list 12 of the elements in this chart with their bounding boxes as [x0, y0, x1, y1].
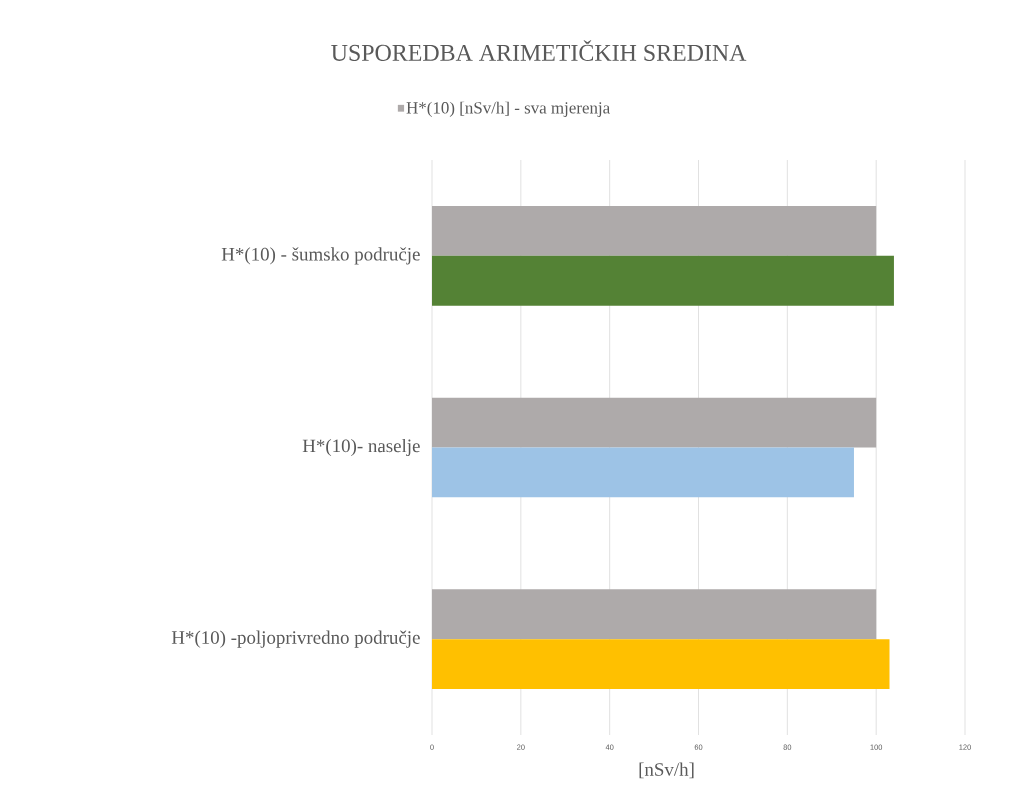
y-tick-label: H*(10)- naselje	[302, 438, 420, 457]
bar	[432, 397, 877, 448]
x-axis-title: [nSv/h]	[639, 762, 694, 779]
bar	[432, 255, 894, 306]
bar	[432, 206, 877, 256]
y-tick-label: H*(10) - šumsko područje	[221, 247, 420, 265]
chart-title: USPOREDBA ARIMETIČKIH SREDINA	[331, 40, 747, 61]
legend-label: H*(10) [nSv/h] - sva mjerenja	[406, 101, 610, 117]
bar	[432, 639, 890, 690]
y-tick-label: H*(10) -poljoprivredno područje	[171, 630, 420, 648]
bar	[432, 447, 854, 498]
bar	[432, 589, 877, 640]
